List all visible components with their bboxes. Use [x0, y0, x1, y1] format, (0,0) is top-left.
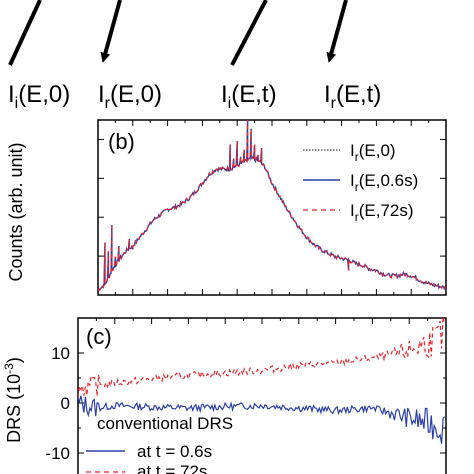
series-drs-72s: [78, 318, 446, 398]
panel-c-ylabel: DRS (10-3): [2, 357, 24, 443]
panel-c-label: (c): [86, 324, 112, 349]
label-ii-et: Ii(E,t): [221, 81, 277, 112]
panel-b-ticks: [97, 120, 447, 296]
ray-incident-0: [8, 0, 42, 66]
top-schematic: Ii(E,0) Ir(E,0) Ii(E,t) Ir(E,t): [8, 0, 381, 112]
panel-b: (b) Counts (arb. unit) Ir(E,0) Ir(E,0.6s…: [6, 119, 447, 296]
panel-b-label: (b): [108, 129, 135, 154]
y-tick-label: -10: [45, 444, 70, 463]
panel-b-legend: Ir(E,0) Ir(E,0.6s) Ir(E,72s): [303, 141, 418, 224]
legend-c-item-1: at t = 72s: [137, 462, 207, 474]
panel-b-ylabel: Counts (arb. unit): [6, 142, 26, 281]
label-ir-et: Ir(E,t): [324, 81, 381, 112]
panel-c-legend: conventional DRS at t = 0.6s at t = 72s: [86, 414, 233, 474]
panel-c: 10 0 -10 (c) DRS (10-3) conventional DRS a…: [2, 317, 447, 474]
legend-c-item-0: at t = 0.6s: [137, 442, 212, 461]
ray-reflected-t: [326, 0, 348, 63]
legend-b-item-1: Ir(E,0.6s): [350, 171, 418, 194]
panel-c-frame: [77, 317, 447, 474]
series-drs-06s: [78, 395, 445, 444]
label-ii-e0: Ii(E,0): [8, 81, 70, 112]
series-ir-e06s: [98, 120, 446, 292]
label-ir-e0: Ir(E,0): [98, 81, 162, 112]
legend-c-title: conventional DRS: [97, 414, 233, 433]
y-tick-label: 10: [51, 344, 70, 363]
legend-b-item-0: Ir(E,0): [350, 141, 396, 164]
ray-incident-t: [230, 0, 268, 66]
ray-reflected-0: [100, 0, 122, 63]
y-tick-label: 0: [61, 394, 70, 413]
legend-b-item-2: Ir(E,72s): [350, 201, 414, 224]
panel-c-ticks: 10 0 -10: [45, 318, 447, 463]
